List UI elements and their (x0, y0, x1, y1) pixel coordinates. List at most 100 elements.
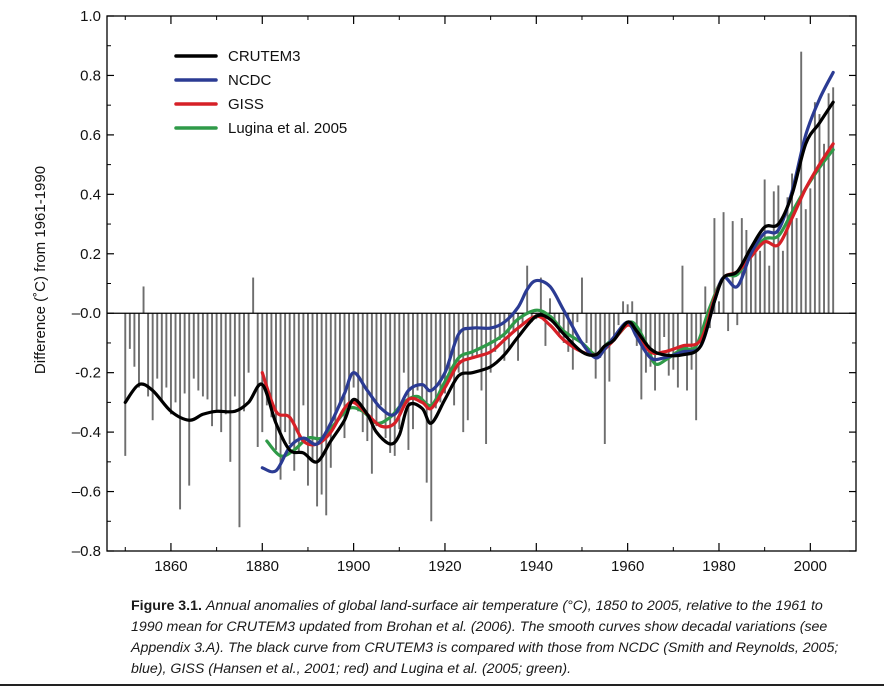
anomaly-bar (617, 313, 620, 326)
x-tick-label: 1940 (520, 558, 553, 575)
plot-frame (106, 15, 857, 552)
anomaly-bar (832, 87, 835, 314)
anomaly-bar (169, 313, 172, 415)
series-line-ncdc (260, 70, 835, 474)
y-tick-label: –0.0 (72, 305, 101, 322)
anomaly-bar (284, 313, 287, 433)
anomaly-bar (681, 265, 684, 314)
x-axis-ticks: 1860 1880 1900 1920 1940 1960 1980 2000 (124, 16, 827, 575)
y-axis-ticks: 1.0 0.8 0.6 0.4 0.2 –0.0 -0.2 –0.4 –0.6 –0.8 (72, 8, 856, 560)
anomaly-bar (370, 313, 373, 474)
anomaly-bar (192, 313, 195, 379)
x-tick-label: 1880 (246, 558, 279, 575)
legend: CRUTEM3 NCDC GISS Lugina et al. 2005 (174, 48, 347, 137)
y-tick-label: 0.2 (80, 246, 101, 263)
anomaly-bar (384, 313, 387, 439)
legend-label: Lugina et al. 2005 (228, 120, 347, 137)
anomaly-bar (343, 313, 346, 439)
anomaly-bar (288, 313, 291, 444)
anomaly-bar (138, 313, 140, 388)
anomaly-bar (777, 185, 780, 314)
anomaly-bar (718, 301, 720, 314)
anomaly-bar (174, 313, 177, 403)
anomaly-bar (750, 247, 752, 314)
anomaly-bar (412, 313, 414, 430)
anomaly-bar (485, 313, 488, 444)
anomaly-bar (151, 313, 154, 421)
anomaly-bar (297, 313, 300, 453)
anomaly-bar (352, 313, 355, 388)
anomaly-bar (375, 313, 378, 427)
anomaly-bar (348, 313, 351, 406)
anomaly-bar (667, 313, 670, 376)
legend-label: GISS (228, 96, 264, 113)
anomaly-bar (201, 313, 204, 397)
anomaly-bar (649, 313, 652, 367)
anomaly-bar (243, 313, 245, 412)
anomaly-bar (160, 313, 163, 403)
anomaly-bar (133, 313, 136, 367)
anomaly-bar (581, 277, 583, 314)
anomaly-bar (503, 313, 506, 361)
anomaly-bar (421, 313, 424, 403)
anomaly-bar (562, 313, 565, 343)
anomaly-bar (165, 313, 168, 388)
anomaly-bar (699, 313, 702, 343)
anomaly-bar (229, 313, 232, 462)
anomaly-bar (576, 313, 579, 323)
anomaly-bar (211, 313, 213, 427)
anomaly-bar (658, 313, 661, 352)
anomaly-bar (407, 313, 410, 450)
anomaly-bar (759, 250, 762, 314)
figure-caption: Figure 3.1. Annual anomalies of global l… (131, 596, 851, 680)
figure-label: Figure 3.1. (131, 598, 202, 614)
anomaly-bar (338, 313, 341, 403)
anomaly-bar (731, 221, 734, 314)
anomaly-bar (809, 188, 812, 314)
temperature-anomaly-chart: 1.0 0.8 0.6 0.4 0.2 –0.0 -0.2 –0.4 –0.6 –0.8 1860… (32, 8, 857, 575)
anomaly-bar (179, 313, 182, 510)
y-tick-label: –0.8 (72, 543, 101, 560)
anomaly-bar (745, 230, 748, 314)
anomaly-bar (612, 313, 615, 340)
anomaly-bar (233, 313, 236, 397)
decadal-curves (123, 70, 835, 474)
anomaly-bar (380, 313, 382, 406)
anomaly-bar (763, 179, 766, 314)
anomaly-bar (215, 313, 218, 412)
anomaly-bar (690, 313, 693, 370)
y-tick-label: 0.6 (80, 127, 101, 144)
anomaly-bar (448, 313, 451, 382)
y-tick-label: –0.4 (72, 424, 101, 441)
anomaly-bar (631, 301, 634, 314)
anomaly-bar (329, 313, 332, 468)
series-line-giss (260, 142, 835, 447)
anomaly-bar (265, 313, 268, 406)
x-tick-label: 1960 (611, 558, 644, 575)
y-axis-label: Difference (˚C) from 1961-1990 (32, 166, 49, 374)
anomaly-bar (594, 313, 597, 379)
y-tick-label: 0.8 (80, 67, 101, 84)
anomaly-bar (306, 313, 309, 486)
anomaly-bar (827, 93, 830, 314)
anomaly-bar (626, 304, 629, 314)
anomaly-bar (393, 313, 396, 456)
anomaly-bar (549, 298, 551, 314)
anomaly-bar (425, 313, 428, 483)
anomaly-bar (754, 241, 757, 314)
anomaly-bar (361, 313, 364, 433)
anomaly-bar (156, 313, 159, 379)
anomaly-bar (206, 313, 209, 400)
y-tick-label: -0.2 (75, 365, 101, 382)
anomaly-bar (704, 286, 707, 314)
anomaly-bar (494, 313, 497, 352)
caption-text: Annual anomalies of global land-surface … (131, 598, 839, 677)
anomaly-bar (713, 218, 716, 314)
anomaly-bar (521, 313, 524, 326)
anomaly-bar (270, 313, 273, 418)
anomaly-bar (439, 313, 442, 403)
anomaly-bar (316, 313, 319, 507)
y-tick-label: –0.6 (72, 484, 101, 501)
anomaly-bar (695, 313, 698, 421)
anomaly-bar (256, 313, 259, 447)
